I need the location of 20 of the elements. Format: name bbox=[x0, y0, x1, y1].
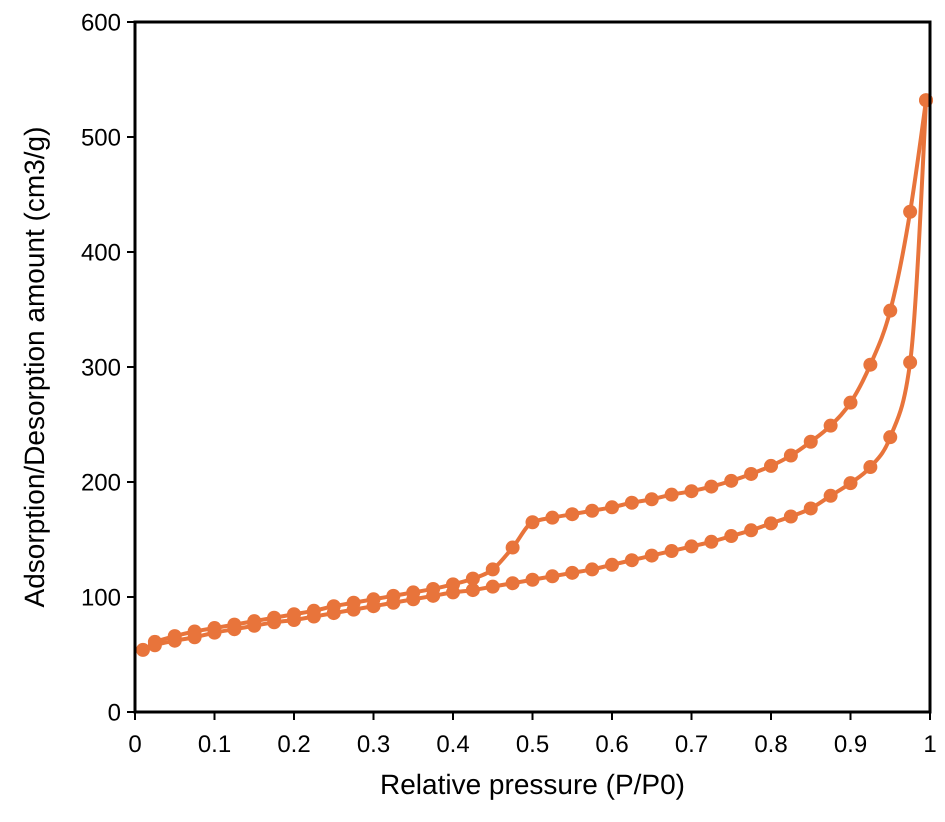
y-tick-label: 600 bbox=[80, 9, 121, 36]
x-tick-label: 0.3 bbox=[356, 731, 390, 758]
x-tick-label: 0.7 bbox=[674, 731, 708, 758]
x-tick-label: 0.8 bbox=[754, 731, 788, 758]
x-tick-label: 0.1 bbox=[198, 731, 232, 758]
y-tick-label: 400 bbox=[80, 239, 121, 266]
x-tick-label: 0.6 bbox=[595, 731, 629, 758]
x-tick-label: 0.4 bbox=[436, 731, 470, 758]
x-tick-label: 0.2 bbox=[277, 731, 311, 758]
x-tick-label: 0.5 bbox=[516, 731, 550, 758]
x-tick-label: 0.9 bbox=[834, 731, 868, 758]
y-tick-label: 500 bbox=[80, 124, 121, 152]
y-tick-label: 300 bbox=[80, 354, 121, 382]
y-axis-title: Adsorption/Desorption amount (cm3/g) bbox=[19, 126, 50, 608]
y-tick-label: 100 bbox=[80, 584, 121, 612]
x-axis-title: Relative pressure (P/P0) bbox=[380, 769, 686, 800]
x-tick-label: 0 bbox=[128, 731, 142, 758]
y-tick-label: 200 bbox=[80, 469, 121, 496]
y-tick-label: 0 bbox=[108, 699, 121, 726]
x-tick-label: 1 bbox=[923, 731, 937, 758]
